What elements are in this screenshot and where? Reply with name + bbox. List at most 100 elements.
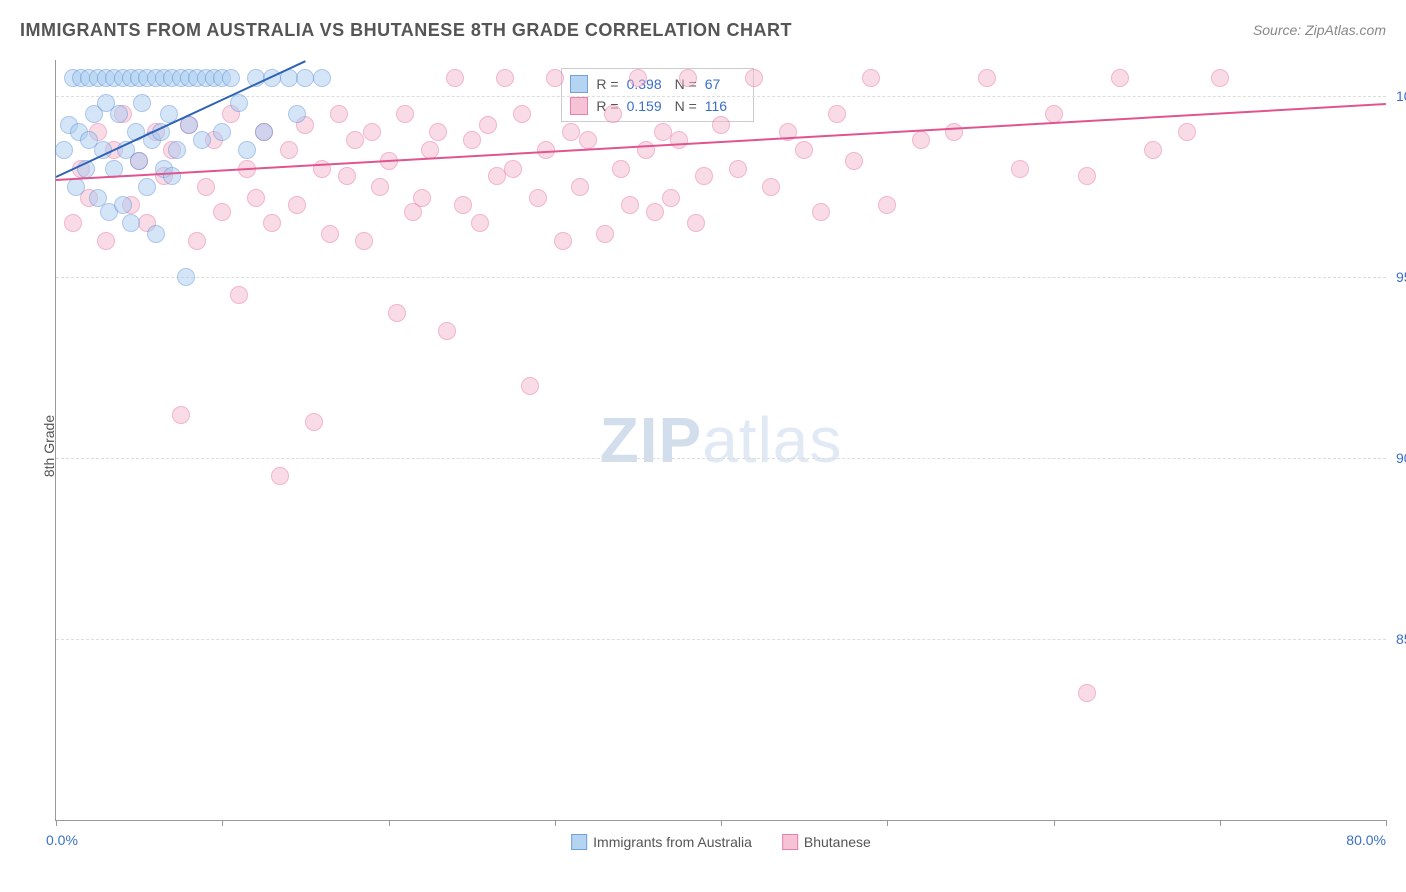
scatter-point-bhutanese — [629, 69, 647, 87]
scatter-point-australia — [238, 141, 256, 159]
scatter-point-bhutanese — [271, 467, 289, 485]
scatter-point-bhutanese — [1045, 105, 1063, 123]
scatter-point-bhutanese — [396, 105, 414, 123]
xtick — [1220, 820, 1221, 826]
scatter-point-bhutanese — [687, 214, 705, 232]
scatter-point-bhutanese — [388, 304, 406, 322]
ytick-label: 85.0% — [1396, 631, 1406, 647]
legend-label-bhutanese: Bhutanese — [804, 834, 871, 850]
ytick-label: 95.0% — [1396, 269, 1406, 285]
scatter-point-bhutanese — [1178, 123, 1196, 141]
scatter-point-bhutanese — [488, 167, 506, 185]
legend: Immigrants from Australia Bhutanese — [571, 834, 871, 850]
legend-item-australia: Immigrants from Australia — [571, 834, 752, 850]
scatter-point-bhutanese — [604, 105, 622, 123]
stats-swatch-bhutanese — [570, 97, 588, 115]
ytick-label: 100.0% — [1396, 88, 1406, 104]
scatter-point-australia — [110, 105, 128, 123]
xtick — [887, 820, 888, 826]
scatter-point-bhutanese — [363, 123, 381, 141]
scatter-point-australia — [133, 94, 151, 112]
scatter-point-bhutanese — [571, 178, 589, 196]
xtick — [1054, 820, 1055, 826]
scatter-point-bhutanese — [654, 123, 672, 141]
scatter-point-bhutanese — [1144, 141, 1162, 159]
scatter-point-australia — [177, 268, 195, 286]
scatter-point-australia — [67, 178, 85, 196]
scatter-point-bhutanese — [621, 196, 639, 214]
swatch-bhutanese — [782, 834, 798, 850]
xtick — [389, 820, 390, 826]
scatter-point-bhutanese — [862, 69, 880, 87]
watermark: ZIPatlas — [600, 403, 843, 477]
scatter-point-bhutanese — [313, 160, 331, 178]
scatter-point-bhutanese — [662, 189, 680, 207]
scatter-point-bhutanese — [454, 196, 472, 214]
scatter-point-bhutanese — [97, 232, 115, 250]
scatter-point-australia — [193, 131, 211, 149]
scatter-point-bhutanese — [463, 131, 481, 149]
scatter-point-bhutanese — [446, 69, 464, 87]
scatter-point-bhutanese — [795, 141, 813, 159]
scatter-point-bhutanese — [695, 167, 713, 185]
scatter-point-australia — [213, 123, 231, 141]
scatter-point-bhutanese — [745, 69, 763, 87]
scatter-point-bhutanese — [1011, 160, 1029, 178]
scatter-point-bhutanese — [1078, 167, 1096, 185]
scatter-point-bhutanese — [438, 322, 456, 340]
scatter-point-australia — [255, 123, 273, 141]
scatter-point-bhutanese — [646, 203, 664, 221]
scatter-point-bhutanese — [529, 189, 547, 207]
stats-n-australia: 67 — [705, 76, 745, 92]
scatter-point-bhutanese — [471, 214, 489, 232]
scatter-point-bhutanese — [355, 232, 373, 250]
legend-label-australia: Immigrants from Australia — [593, 834, 752, 850]
scatter-point-bhutanese — [729, 160, 747, 178]
scatter-point-bhutanese — [280, 141, 298, 159]
scatter-point-bhutanese — [1111, 69, 1129, 87]
scatter-point-bhutanese — [828, 105, 846, 123]
scatter-point-bhutanese — [670, 131, 688, 149]
scatter-point-bhutanese — [172, 406, 190, 424]
chart-title: IMMIGRANTS FROM AUSTRALIA VS BHUTANESE 8… — [20, 20, 792, 41]
scatter-point-australia — [55, 141, 73, 159]
xtick — [222, 820, 223, 826]
scatter-point-australia — [114, 196, 132, 214]
scatter-point-australia — [288, 105, 306, 123]
scatter-point-bhutanese — [188, 232, 206, 250]
stats-row-bhutanese: R = 0.159 N = 116 — [570, 95, 744, 117]
stats-r-label: R = — [596, 76, 618, 92]
scatter-point-bhutanese — [288, 196, 306, 214]
scatter-point-australia — [313, 69, 331, 87]
scatter-point-australia — [130, 152, 148, 170]
x-max-label: 80.0% — [1346, 832, 1386, 848]
scatter-point-bhutanese — [596, 225, 614, 243]
scatter-point-bhutanese — [321, 225, 339, 243]
scatter-point-bhutanese — [263, 214, 281, 232]
scatter-point-australia — [138, 178, 156, 196]
scatter-point-bhutanese — [712, 116, 730, 134]
scatter-point-australia — [230, 94, 248, 112]
xtick — [1386, 820, 1387, 826]
scatter-point-australia — [147, 225, 165, 243]
scatter-point-bhutanese — [247, 189, 265, 207]
scatter-point-bhutanese — [562, 123, 580, 141]
scatter-point-bhutanese — [912, 131, 930, 149]
scatter-point-bhutanese — [64, 214, 82, 232]
ytick-label: 90.0% — [1396, 450, 1406, 466]
xtick — [721, 820, 722, 826]
scatter-point-bhutanese — [213, 203, 231, 221]
swatch-australia — [571, 834, 587, 850]
scatter-point-bhutanese — [1078, 684, 1096, 702]
scatter-point-bhutanese — [346, 131, 364, 149]
scatter-point-bhutanese — [612, 160, 630, 178]
scatter-point-australia — [163, 167, 181, 185]
scatter-point-bhutanese — [513, 105, 531, 123]
scatter-point-bhutanese — [554, 232, 572, 250]
scatter-point-bhutanese — [496, 69, 514, 87]
scatter-point-bhutanese — [878, 196, 896, 214]
scatter-point-bhutanese — [978, 69, 996, 87]
scatter-point-australia — [222, 69, 240, 87]
scatter-point-bhutanese — [521, 377, 539, 395]
scatter-point-bhutanese — [579, 131, 597, 149]
